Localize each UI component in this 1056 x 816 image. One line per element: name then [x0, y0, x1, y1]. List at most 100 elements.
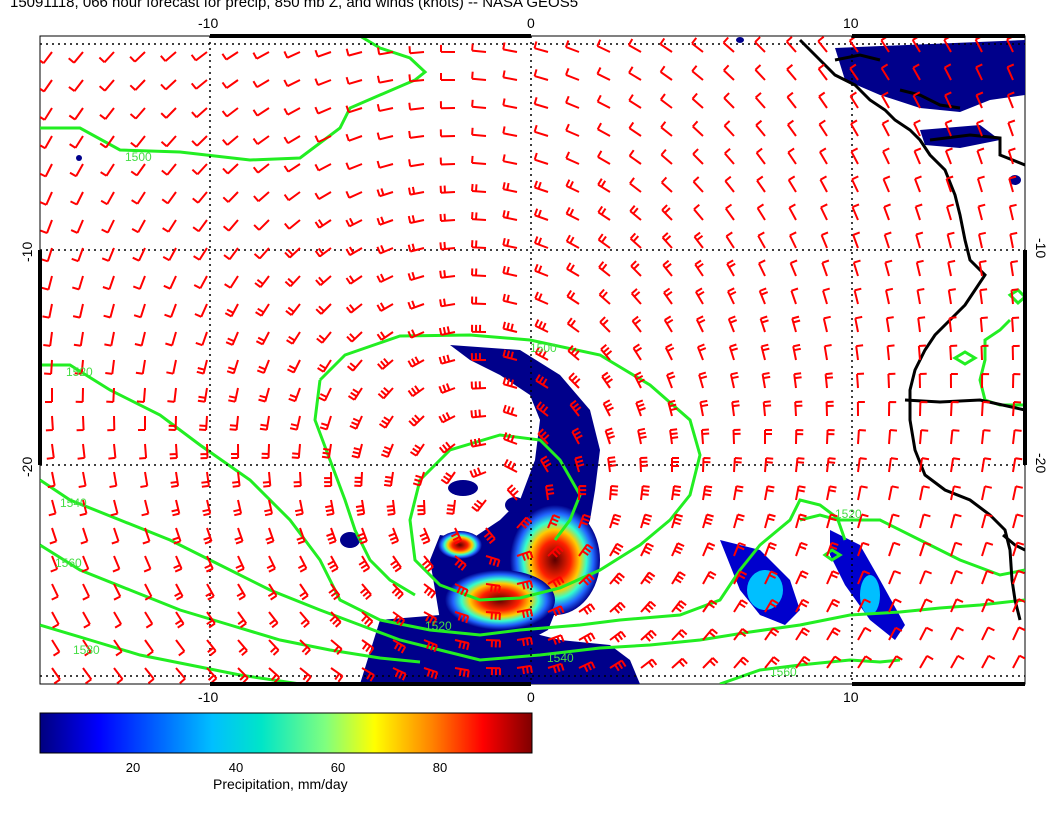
wind-barb — [533, 152, 549, 165]
wind-barb — [502, 404, 518, 417]
wind-barb — [764, 570, 778, 585]
wind-barb — [629, 205, 642, 221]
wind-barb — [40, 107, 53, 121]
wind-barb — [438, 326, 456, 336]
wind-barb — [535, 374, 549, 389]
wind-barb — [502, 293, 518, 305]
wind-barb — [888, 485, 899, 501]
lat-tick-label: -10 — [1033, 238, 1049, 258]
wind-barb — [51, 639, 61, 657]
wind-barb — [795, 429, 804, 445]
wind-barb — [45, 415, 54, 432]
wind-barb — [820, 231, 829, 249]
wind-barb — [196, 359, 208, 375]
coastline — [798, 38, 1025, 621]
wind-barb — [857, 655, 873, 669]
wind-barb — [289, 415, 301, 431]
wind-barb — [130, 163, 146, 177]
lon-tick-label: 10 — [843, 689, 859, 705]
wind-barb — [255, 331, 270, 346]
wind-barb — [231, 443, 240, 459]
wind-barb — [377, 47, 394, 56]
wind-barb — [817, 36, 828, 53]
wind-barb — [850, 147, 859, 165]
wind-barb — [266, 555, 277, 573]
wind-barb — [345, 133, 363, 142]
wind-barb — [76, 415, 85, 432]
wind-barb — [503, 458, 518, 473]
wind-barb — [667, 399, 678, 417]
wind-barb — [161, 191, 177, 205]
wind-barb — [205, 583, 215, 601]
wind-barb — [407, 271, 425, 282]
wind-barb — [73, 331, 84, 347]
wind-barb — [376, 103, 394, 112]
wind-barb — [534, 291, 549, 305]
wind-barb — [565, 179, 580, 193]
wind-barb — [469, 438, 487, 448]
wind-barb — [233, 499, 243, 517]
wind-barb — [471, 499, 487, 512]
wind-barb — [283, 107, 301, 116]
wind-barb — [376, 188, 394, 198]
wind-barb — [160, 135, 177, 148]
wind-barb — [235, 555, 245, 573]
wind-barb — [229, 415, 239, 431]
wind-barb — [533, 208, 549, 221]
wind-barb — [568, 372, 581, 389]
wind-barb — [791, 315, 801, 333]
wind-barb — [855, 344, 864, 361]
wind-barb — [346, 331, 363, 343]
wind-barb — [533, 124, 549, 137]
wind-barb — [438, 383, 456, 394]
wind-barb — [723, 92, 735, 109]
wind-barb — [757, 231, 766, 249]
wind-barb — [795, 513, 807, 529]
wind-barb — [1008, 175, 1017, 193]
wind-barb — [44, 359, 53, 375]
wind-barb — [723, 64, 735, 81]
wind-barb — [981, 654, 996, 669]
wind-barb — [349, 415, 363, 430]
wind-barb — [106, 387, 115, 403]
wind-barb — [267, 583, 278, 601]
wind-barb — [471, 71, 487, 81]
wind-barb — [1009, 260, 1018, 277]
wind-barb — [596, 39, 611, 53]
wind-barb — [976, 175, 985, 193]
wind-barb — [439, 241, 456, 251]
wind-barb — [914, 175, 922, 193]
wind-barb — [819, 147, 828, 165]
wind-barb — [255, 303, 270, 317]
colorbar-title: Precipitation, mm/day — [213, 776, 348, 792]
wind-barb — [174, 583, 184, 601]
wind-barb — [597, 205, 611, 221]
wind-barb — [105, 359, 115, 375]
wind-barb — [314, 163, 332, 172]
wind-barb — [438, 354, 456, 365]
wind-barb — [534, 263, 549, 277]
wind-barb — [129, 51, 146, 63]
wind-barb — [566, 289, 580, 305]
wind-barb — [631, 315, 642, 333]
wind-barb — [407, 300, 425, 310]
wind-barb — [172, 527, 182, 545]
contour-label: 1560 — [55, 556, 82, 570]
wind-barb — [293, 471, 302, 488]
wind-barb — [628, 66, 642, 81]
wind-barb — [314, 219, 332, 229]
wind-barb — [170, 471, 180, 488]
wind-barb — [759, 315, 769, 333]
wind-barb — [888, 541, 901, 557]
wind-barb — [471, 43, 487, 53]
wind-barb — [919, 626, 934, 641]
wind-barb — [102, 275, 115, 291]
wind-barb — [516, 664, 533, 675]
wind-barb — [252, 135, 270, 146]
wind-barb — [950, 401, 959, 417]
wind-barb — [378, 415, 394, 429]
wind-barb — [943, 63, 952, 81]
wind-barb — [314, 78, 332, 87]
wind-barbs — [40, 36, 1025, 684]
wind-barb — [392, 667, 407, 681]
